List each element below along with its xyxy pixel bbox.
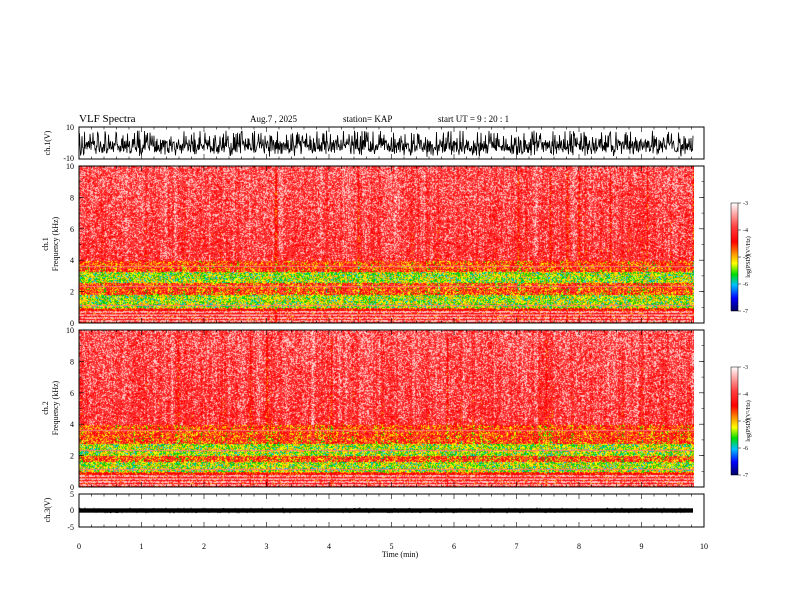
ch1-waveform-line	[78, 130, 694, 157]
y-tick-label: 10	[66, 162, 74, 171]
y-tick-label: 8	[70, 193, 74, 202]
ch1-ytick-top: 10	[66, 123, 74, 132]
ch1-ytick-bottom: -10	[63, 154, 74, 163]
colorbar-tick-label: -5	[743, 419, 748, 425]
y-tick-label: 2	[70, 452, 74, 461]
y-tick-label: 6	[70, 389, 74, 398]
ch1-colorbar-gradient	[730, 202, 739, 312]
ch2-spectrogram-channel-label: ch.2	[41, 401, 50, 415]
ch2-spectrogram-yticks: 0 2 4 6 8 10	[66, 326, 704, 492]
y-tick-label: 8	[70, 357, 74, 366]
x-tick-label: 0	[77, 542, 81, 551]
ch3-waveform-ylabel: ch.3(V)	[43, 497, 52, 522]
y-tick-label: 0	[70, 319, 74, 328]
x-tick-label: 5	[390, 542, 394, 551]
ch2-colorbar-gradient	[730, 366, 739, 476]
ch2-colorbar-label: log(PSD)(V²/Hz)	[745, 400, 752, 441]
colorbar-tick-label: -3	[743, 365, 748, 371]
date-label: Aug.7 , 2025	[250, 114, 297, 124]
ch1-spectrogram-channel-label: ch.1	[41, 237, 50, 251]
colorbar-tick-label: -6	[743, 446, 748, 452]
x-tick-label: 2	[202, 542, 206, 551]
ch1-colorbar: -3 -4 -5 -6 -7 log(PSD)(V²/Hz)	[730, 201, 752, 315]
x-tick-label: 8	[577, 542, 581, 551]
colorbar-tick-label: -5	[743, 255, 748, 261]
ch3-ytick-mid: 0	[70, 506, 74, 515]
ch2-spectrogram-image	[79, 330, 694, 487]
ch1-waveform-ylabel: ch.1(V)	[43, 130, 52, 155]
time-axis-label: Time (min)	[382, 550, 419, 559]
ch1-waveform-panel: 10 -10 ch.1(V)	[43, 123, 705, 163]
ch1-spectrogram-image	[79, 166, 694, 323]
y-tick-label: 4	[70, 256, 74, 265]
ch3-ytick-bottom: -5	[67, 523, 74, 532]
y-tick-label: 0	[70, 483, 74, 492]
colorbar-tick-label: -3	[743, 201, 748, 207]
x-tick-label: 4	[327, 542, 331, 551]
colorbar-tick-label: -6	[743, 282, 748, 288]
x-tick-label: 10	[700, 542, 708, 551]
ch3-ytick-top: 5	[70, 490, 74, 499]
figure-title: VLF Spectra	[79, 113, 136, 125]
ch1-spectrogram-yticks: 0 2 4 6 8 10	[66, 162, 704, 328]
x-tick-label: 7	[515, 542, 519, 551]
ch1-spectrogram-ylabel: Frequency (kHz)	[51, 216, 60, 271]
colorbar-tick-label: -7	[743, 309, 748, 315]
colorbar-tick-label: -4	[743, 392, 748, 398]
x-tick-label: 9	[640, 542, 644, 551]
y-tick-label: 10	[66, 326, 74, 335]
colorbar-tick-label: -7	[743, 473, 748, 479]
station-label: station= KAP	[343, 114, 392, 124]
y-tick-label: 2	[70, 288, 74, 297]
ch3-waveform-band	[79, 508, 693, 513]
ch2-colorbar-ticks: -3 -4 -5 -6 -7	[738, 365, 748, 479]
x-tick-label: 6	[452, 542, 456, 551]
ch3-waveform-panel: 5 0 -5 ch.3(V) 0 1 2 3 4 5 6 7 8 9 10 Time (min)	[43, 127, 708, 559]
y-tick-label: 6	[70, 225, 74, 234]
time-axis-ticks: 0 1 2 3 4 5 6 7 8 9 10	[77, 127, 708, 551]
ch1-colorbar-label: log(PSD)(V²/Hz)	[745, 236, 752, 277]
ch2-colorbar: -3 -4 -5 -6 -7 log(PSD)(V²/Hz)	[730, 365, 752, 479]
ch2-spectrogram-ylabel: Frequency (kHz)	[51, 380, 60, 435]
x-tick-label: 1	[140, 542, 144, 551]
ch2-spectrogram-panel: 0 2 4 6 8 10 ch.2 Frequency (kHz) -3 -4 -5 -6 -7 …	[41, 326, 752, 492]
x-tick-label: 3	[265, 542, 269, 551]
y-tick-label: 4	[70, 420, 74, 429]
start-time-label: start UT = 9 : 20 : 1	[438, 114, 509, 124]
ch3-waveform-line	[78, 506, 694, 515]
colorbar-tick-label: -4	[743, 228, 748, 234]
ch1-spectrogram-panel: 0 2 4 6 8 10 ch.1 Frequency (kHz) -3 -4 -5 -6 -7 …	[41, 162, 752, 328]
ch1-colorbar-ticks: -3 -4 -5 -6 -7	[738, 201, 748, 315]
